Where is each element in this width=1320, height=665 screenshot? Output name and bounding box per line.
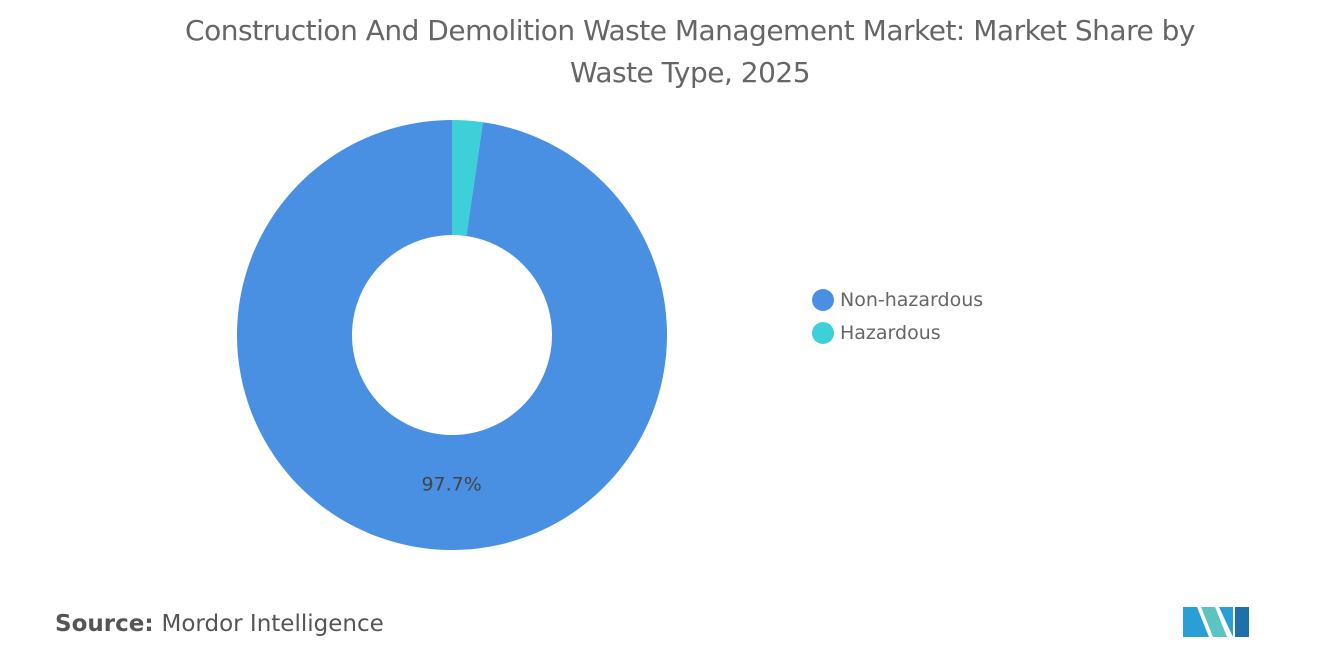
logo <box>1183 607 1249 637</box>
legend-swatch <box>812 321 834 344</box>
chart-title: Construction And Demolition Waste Manage… <box>185 14 1195 89</box>
legend-item: Hazardous <box>812 316 983 349</box>
source: Mordor Intelligence <box>161 611 384 637</box>
legend-label: Hazardous <box>840 321 941 344</box>
legend-label: Non-hazardous <box>840 288 984 311</box>
donut-slice <box>237 120 667 550</box>
legend-item: Non-hazardous <box>812 283 983 316</box>
footer: Source: Mordor Intelligence <box>55 611 384 637</box>
donut-slice <box>452 120 483 237</box>
value-label: 97.7% <box>421 473 481 495</box>
legend: Non-hazardous Hazardous <box>812 283 983 349</box>
source-label: Source: <box>55 611 154 637</box>
legend-swatch <box>812 288 834 311</box>
